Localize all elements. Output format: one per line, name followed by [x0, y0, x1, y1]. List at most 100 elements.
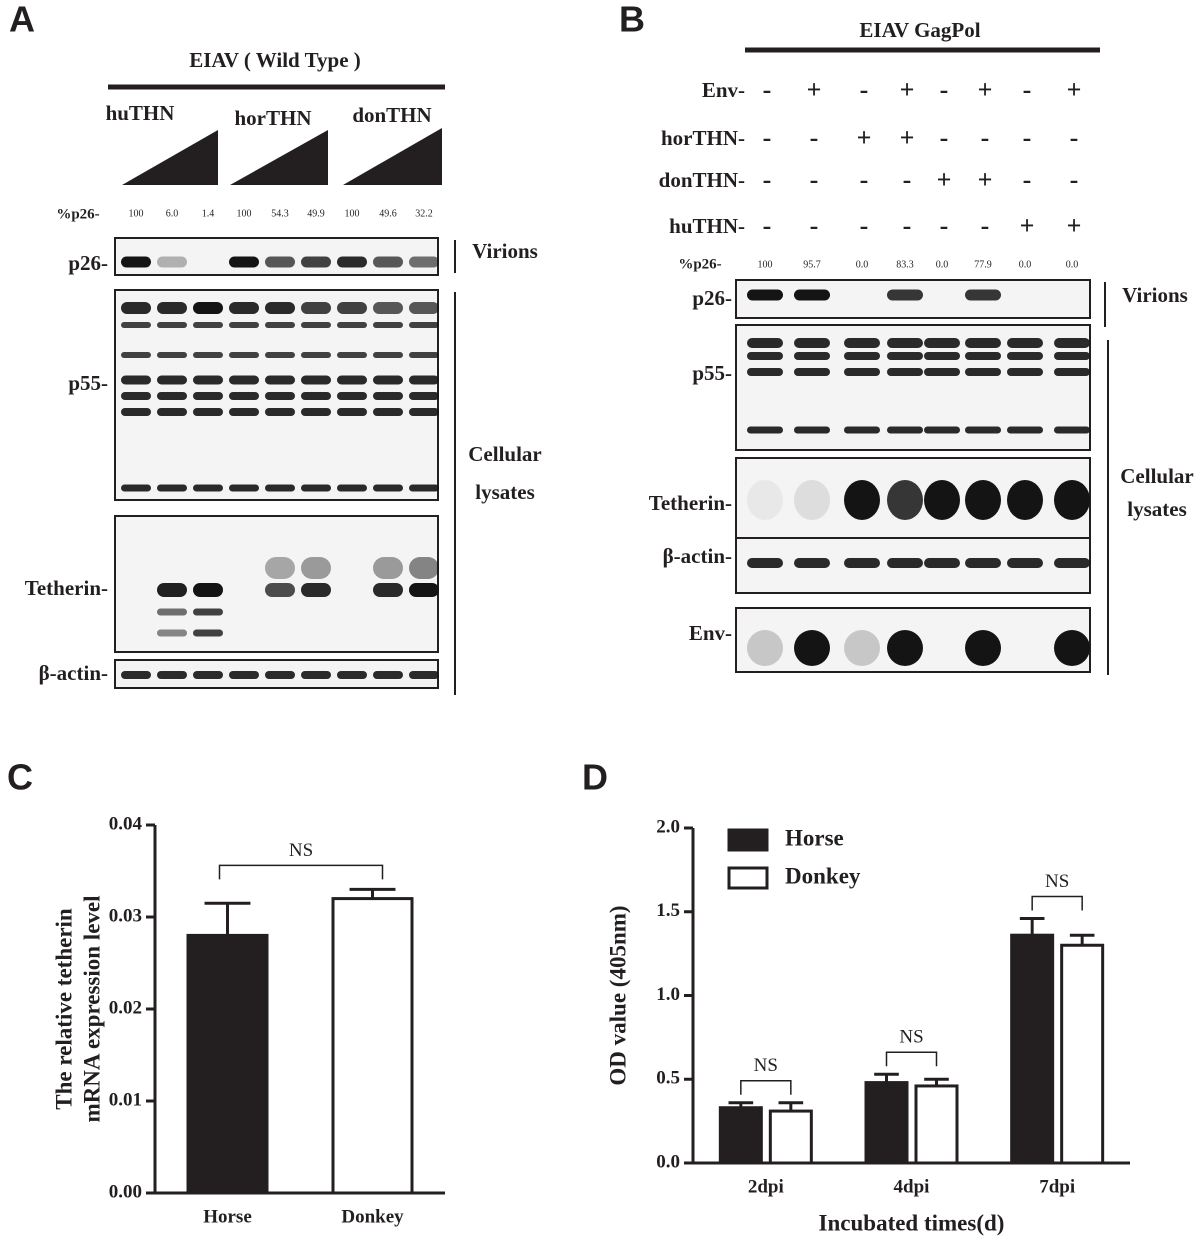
- blot-band: [193, 352, 223, 358]
- blot-band: [887, 352, 923, 360]
- blot-band: [747, 480, 783, 520]
- y-axis-title: mRNA expression level: [79, 895, 104, 1122]
- blot-band: [747, 368, 783, 376]
- blot-band: [747, 558, 783, 568]
- panel-letter: C: [7, 757, 33, 798]
- treatment-sign: -: [1023, 123, 1032, 152]
- blot-band: [337, 256, 367, 268]
- blot-band: [193, 392, 223, 400]
- treatment-sign: -: [763, 165, 772, 194]
- pct-label: %p26-: [56, 206, 99, 222]
- blot-band: [409, 671, 439, 679]
- dose-triangle: [230, 130, 328, 185]
- pct-value: 100: [758, 259, 773, 270]
- blot-band: [373, 392, 403, 400]
- blot-band: [1054, 368, 1090, 376]
- blot-band: [337, 408, 367, 416]
- blot-band: [1054, 480, 1090, 520]
- significance-label: NS: [899, 1027, 923, 1048]
- blot-band: [887, 558, 923, 568]
- blot-band: [409, 256, 439, 268]
- blot-band: [1054, 426, 1090, 434]
- blot-band: [157, 629, 187, 637]
- blot-band: [121, 671, 151, 679]
- blot-band: [794, 630, 830, 666]
- blot-band: [265, 256, 295, 268]
- blot-band: [193, 484, 223, 492]
- pct-value: 77.9: [974, 259, 992, 270]
- blot-band: [301, 671, 331, 679]
- treatment-sign: -: [810, 165, 819, 194]
- blot-band: [157, 671, 187, 679]
- blot-band: [409, 302, 439, 314]
- blot-band: [265, 322, 295, 328]
- pct-value: 6.0: [166, 208, 179, 219]
- blot-band: [121, 302, 151, 314]
- x-tick-label: Donkey: [341, 1206, 404, 1227]
- blot-band: [373, 671, 403, 679]
- group-label: horTHN: [234, 106, 311, 130]
- x-tick-label: 7dpi: [1039, 1176, 1075, 1197]
- legend-label: Donkey: [785, 863, 861, 888]
- y-axis-title: The relative tetherin: [51, 908, 76, 1110]
- bar: [1010, 933, 1055, 1165]
- treatment-sign: -: [810, 211, 819, 240]
- y-tick-label: 0.04: [109, 813, 143, 834]
- treatment-sign: +: [1067, 75, 1082, 104]
- blot-band: [1054, 352, 1090, 360]
- blot-band: [924, 368, 960, 376]
- blot-band: [844, 480, 880, 520]
- blot-band: [747, 289, 783, 301]
- group-label: huTHN: [106, 101, 175, 125]
- blot-band: [747, 338, 783, 348]
- significance-bracket: [1031, 895, 1083, 911]
- treatment-sign: -: [940, 75, 949, 104]
- treatment-sign: +: [978, 165, 993, 194]
- blot-band: [887, 289, 923, 301]
- blot-band: [794, 338, 830, 348]
- pct-value: 1.4: [202, 208, 215, 219]
- blot-band: [337, 302, 367, 314]
- treatment-sign: +: [937, 165, 952, 194]
- blot-band: [157, 408, 187, 416]
- x-tick-label: Horse: [203, 1206, 252, 1227]
- treatment-sign: +: [978, 75, 993, 104]
- side-label: Cellular: [468, 442, 542, 466]
- blot-band: [965, 338, 1001, 348]
- blot-band: [409, 583, 439, 597]
- y-tick-label: 0.03: [109, 905, 142, 926]
- blot-band: [747, 630, 783, 666]
- bar: [914, 1084, 959, 1165]
- blot-band: [965, 480, 1001, 520]
- blot-band: [193, 671, 223, 679]
- blot-band: [265, 484, 295, 492]
- panel-header: EIAV ( Wild Type ): [189, 48, 361, 72]
- bar: [186, 933, 269, 1195]
- blot-band: [229, 302, 259, 314]
- blot-band: [1054, 338, 1090, 348]
- blot-label: p55-: [68, 371, 108, 395]
- blot-band: [265, 352, 295, 358]
- legend-label: Horse: [785, 825, 844, 850]
- treatment-sign: +: [807, 75, 822, 104]
- pct-value: 95.7: [803, 259, 821, 270]
- blot-band: [924, 426, 960, 434]
- pct-value: 0.0: [1019, 259, 1032, 270]
- significance-label: NS: [754, 1055, 778, 1076]
- blot-band: [794, 289, 830, 301]
- blot-band: [157, 583, 187, 597]
- blot-band: [1007, 558, 1043, 568]
- blot-band: [301, 583, 331, 597]
- treatment-label: huTHN-: [669, 214, 745, 238]
- y-tick-label: 0.02: [109, 997, 142, 1018]
- blot-band: [157, 484, 187, 492]
- significance-bracket: [740, 1079, 792, 1095]
- blot-band: [229, 322, 259, 328]
- group-label: donTHN: [352, 103, 431, 127]
- blot-band: [337, 484, 367, 492]
- blot-band: [887, 368, 923, 376]
- blot-band: [373, 352, 403, 358]
- blot-band: [193, 629, 223, 637]
- blot-band: [121, 256, 151, 268]
- blot-band: [373, 557, 403, 579]
